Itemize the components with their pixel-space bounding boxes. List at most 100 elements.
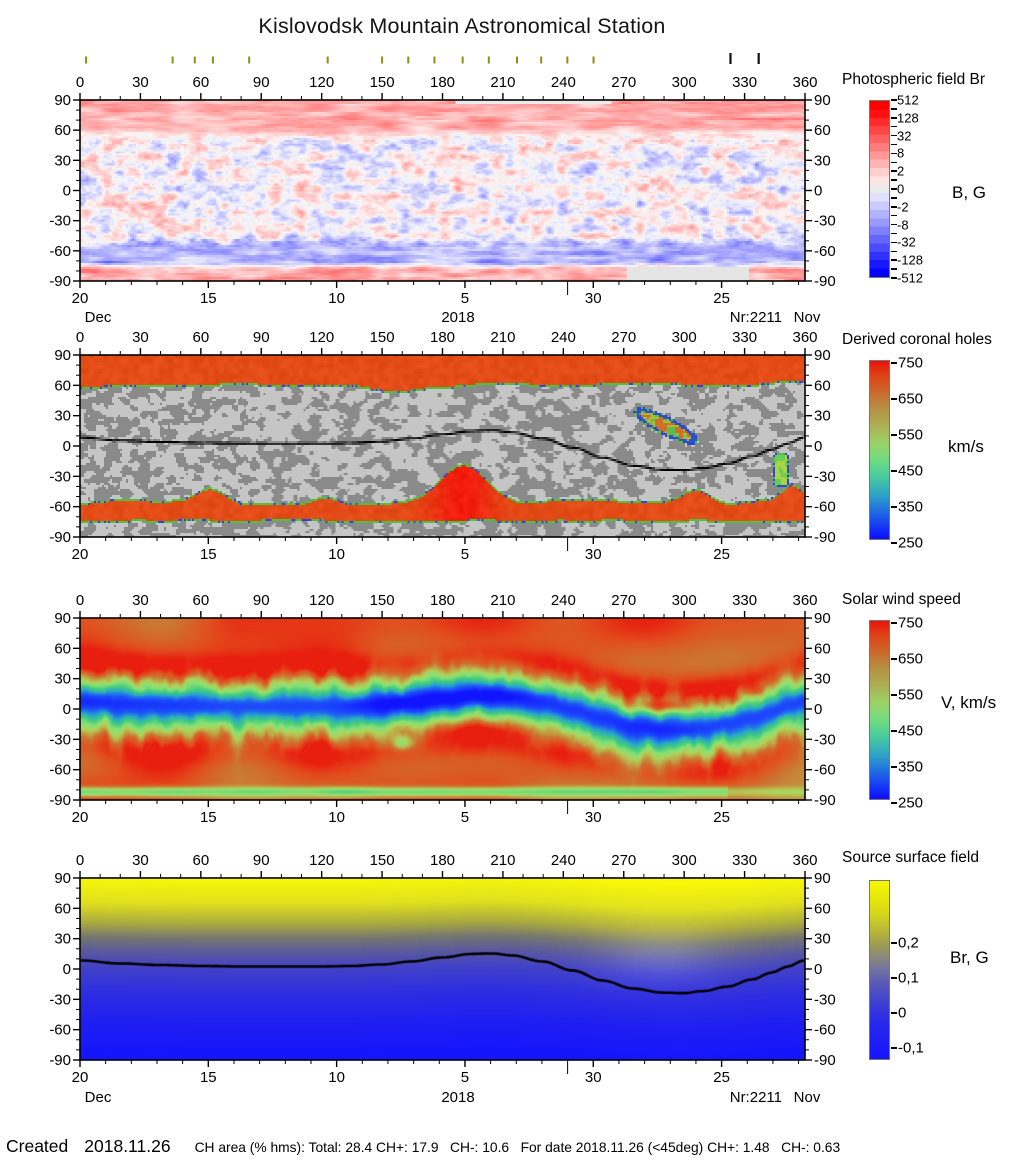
axis-tick-label: 60 xyxy=(54,900,71,917)
axis-tick-label: 0 xyxy=(76,74,84,91)
month-label-nov: Nov xyxy=(793,1089,821,1106)
axis-tick-label: -90 xyxy=(814,529,836,546)
axis-tick-label: 5 xyxy=(461,1069,469,1086)
axis-tick-label: -60 xyxy=(49,499,71,516)
colorbar-source-surface xyxy=(869,880,890,1060)
axis-tick-label: 240 xyxy=(551,329,576,346)
colorbar-tick xyxy=(891,206,897,208)
axis-tick-label: 270 xyxy=(611,74,636,91)
axis-tick-label: 5 xyxy=(461,546,469,563)
axis-tick-label: -30 xyxy=(49,213,71,230)
axis-tick-label: 15 xyxy=(200,290,217,307)
axis-tick-label: 330 xyxy=(732,592,757,609)
source-surface-field-map xyxy=(80,878,805,1060)
colorbar-tick xyxy=(891,506,897,508)
axis-tick-label: 90 xyxy=(54,347,71,364)
colorbar-tick xyxy=(891,802,897,804)
axis-tick-label: 360 xyxy=(792,74,817,91)
colorbar-tick-label: 550 xyxy=(898,686,924,704)
axis-tick-label: -30 xyxy=(49,468,71,485)
axis-tick-label: 240 xyxy=(551,74,576,91)
axis-tick-label: 30 xyxy=(814,408,831,425)
colorbar-tick-label: 350 xyxy=(898,498,924,516)
axis-tick-label: -60 xyxy=(814,243,836,260)
axis-tick-label: 180 xyxy=(430,74,455,91)
colorbar-tick xyxy=(891,161,897,164)
colorbar-tick xyxy=(891,143,897,146)
colorbar-tick-label: -512 xyxy=(897,270,924,286)
axis-tick-label: 90 xyxy=(253,852,270,869)
colorbar-tick-label: 128 xyxy=(897,110,919,126)
axis-tick-label: 90 xyxy=(253,329,270,346)
colorbar-title-wind-speed: Solar wind speed xyxy=(842,591,961,608)
axis-tick-label: 90 xyxy=(814,92,831,109)
axis-tick-label: 15 xyxy=(200,809,217,826)
axis-tick-label: 25 xyxy=(713,809,730,826)
colorbar-tick xyxy=(891,179,897,181)
colorbar-tick xyxy=(891,134,897,137)
axis-tick-label: 30 xyxy=(585,1069,602,1086)
ch-area-stats: CH area (% hms): Total: 28.4 CH+: 17.9 C… xyxy=(194,1140,841,1155)
date-axis-months-panel4: Dec 2018 Nr:2211 Nov xyxy=(0,1089,1020,1107)
axis-tick-label: 0 xyxy=(63,701,71,718)
axis-tick-label: 90 xyxy=(814,870,831,887)
axis-tick-label: 60 xyxy=(54,640,71,657)
axis-tick-label: 0 xyxy=(63,183,71,200)
colorbar-tick xyxy=(891,470,897,472)
created-label: Created xyxy=(6,1136,69,1156)
axis-tick-label: 25 xyxy=(713,1069,730,1086)
colorbar-tick xyxy=(891,730,897,732)
colorbar-tick xyxy=(891,622,897,624)
axis-tick-label: 60 xyxy=(814,377,831,394)
colorbar-tick-label: 350 xyxy=(898,758,924,776)
colorbar-tick-label: 750 xyxy=(898,354,924,372)
axis-tick-label: 10 xyxy=(328,546,345,563)
colorbar-tick xyxy=(891,766,897,768)
axis-tick-label: 150 xyxy=(370,592,395,609)
axis-tick-label: 270 xyxy=(611,329,636,346)
axis-tick-label: 0 xyxy=(814,701,822,718)
axis-tick-label: 150 xyxy=(370,329,395,346)
colorbar-tick xyxy=(891,1012,897,1014)
axis-tick-label: 60 xyxy=(814,900,831,917)
unit-label-brg: Br, G xyxy=(950,948,989,967)
colorbar-tick-label: 250 xyxy=(898,794,924,812)
axis-tick-label: 360 xyxy=(792,329,817,346)
colorbar-tick-label: 650 xyxy=(898,390,924,408)
axis-tick-label: 30 xyxy=(54,931,71,948)
axis-tick-label: 0 xyxy=(63,961,71,978)
colorbar-tick xyxy=(891,117,897,119)
axis-tick-label: 330 xyxy=(732,852,757,869)
axis-tick-label: 60 xyxy=(192,852,209,869)
colorbar-tick-label: 0,2 xyxy=(898,934,919,952)
colorbar-tick xyxy=(891,694,897,696)
colorbar-tick xyxy=(891,214,897,217)
rotation-label: Nr:2211 xyxy=(729,309,782,326)
axis-tick-label: -60 xyxy=(814,499,836,516)
axis-tick-label: -30 xyxy=(814,468,836,485)
colorbar-tick-label: 0,1 xyxy=(898,969,919,987)
axis-tick-label: 30 xyxy=(132,592,149,609)
axis-tick-label: 20 xyxy=(72,546,89,563)
axis-tick-label: 60 xyxy=(54,122,71,139)
colorbar-tick xyxy=(891,1047,897,1049)
axis-tick-label: 210 xyxy=(490,592,515,609)
colorbar-tick xyxy=(891,942,897,944)
coronal-holes-map xyxy=(80,355,805,537)
colorbar-tick-label: 650 xyxy=(898,650,924,668)
colorbar-tick-label: 550 xyxy=(898,426,924,444)
colorbar-tick-label: -0,1 xyxy=(898,1039,924,1057)
axis-tick-label: -90 xyxy=(814,1052,836,1069)
colorbar-tick-label: -128 xyxy=(897,252,924,268)
colorbar-tick xyxy=(891,542,897,544)
axis-tick-label: 0 xyxy=(814,438,822,455)
axis-tick-label: 0 xyxy=(76,852,84,869)
month-label-dec: Dec xyxy=(84,309,112,326)
colorbar-tick xyxy=(891,108,897,110)
axis-tick-label: 60 xyxy=(814,122,831,139)
axis-tick-label: 30 xyxy=(54,152,71,169)
axis-tick-label: -90 xyxy=(814,273,836,290)
axis-tick-label: 30 xyxy=(585,290,602,307)
axis-tick-label: 20 xyxy=(72,809,89,826)
axis-tick-label: -30 xyxy=(814,991,836,1008)
